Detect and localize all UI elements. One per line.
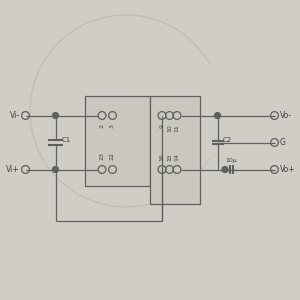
Circle shape [222,167,228,172]
Bar [85,96,150,186]
Text: 16: 16 [160,153,164,161]
Text: Vo-: Vo- [280,111,292,120]
Text: C1: C1 [62,137,71,143]
Text: 23: 23 [100,152,104,160]
Text: Vi+: Vi+ [6,165,20,174]
Text: 11: 11 [175,124,179,132]
Bar [150,96,200,204]
Text: 10μ: 10μ [226,158,237,163]
Circle shape [52,167,59,172]
Circle shape [52,112,59,118]
Text: 3: 3 [110,124,115,128]
Text: 2: 2 [100,124,104,128]
Text: Vi-: Vi- [10,111,20,120]
Text: 10: 10 [167,124,172,132]
Text: C2: C2 [223,136,232,142]
Text: 14: 14 [175,153,179,161]
Circle shape [214,112,220,118]
Text: G: G [280,138,286,147]
Text: 15: 15 [167,153,172,161]
Text: Vo+: Vo+ [280,165,296,174]
Text: 9: 9 [160,124,164,128]
Text: 22: 22 [110,152,115,160]
